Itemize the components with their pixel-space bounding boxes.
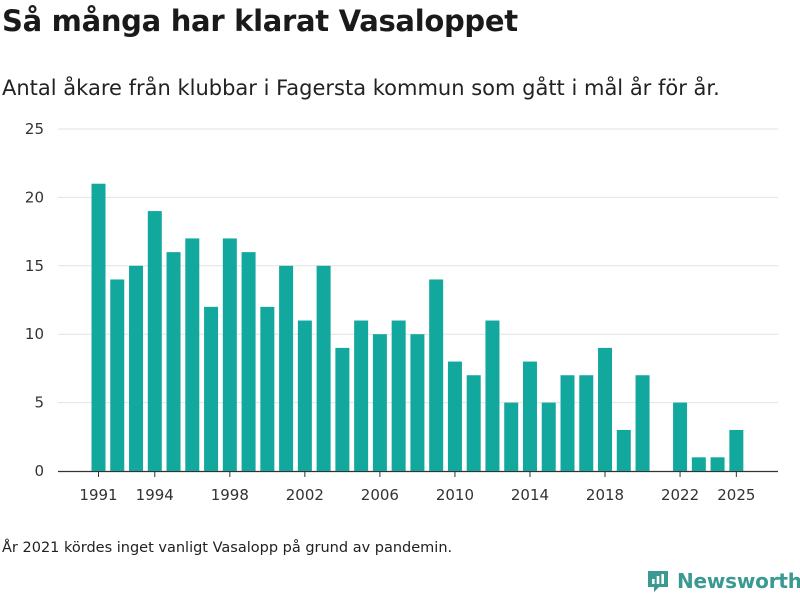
bar-2022 (673, 402, 688, 471)
bar-1993 (129, 265, 144, 471)
footnote: År 2021 kördes inget vanligt Vasalopp på… (2, 540, 453, 556)
bar-2012 (485, 320, 500, 471)
bar-2007 (391, 320, 406, 471)
y-tick-label: 20 (25, 188, 44, 206)
bar-2013 (504, 402, 519, 471)
x-axis-ticks: 1991 1994 1998 2002 2006 2010 2014 2018 2022 2025 (79, 471, 755, 504)
x-tick-label: 2022 (661, 486, 699, 504)
y-tick-label: 0 (34, 462, 44, 480)
y-axis-ticks: 0 5 10 15 20 25 (25, 120, 44, 480)
bar-1998 (222, 238, 237, 471)
bar-2004 (335, 347, 350, 471)
bar-1991 (91, 183, 106, 471)
bar-1996 (185, 238, 200, 471)
brand-logo: Newsworthy (645, 568, 800, 594)
x-tick-label: 2006 (361, 486, 399, 504)
bar-2005 (354, 320, 369, 471)
bar-2018 (598, 347, 613, 471)
bar-2000 (260, 306, 275, 471)
bar-2015 (541, 402, 556, 471)
bar-2008 (410, 334, 425, 471)
x-tick-label: 2018 (586, 486, 624, 504)
bar-2017 (579, 375, 594, 471)
bar-2001 (279, 265, 294, 471)
bar-2020 (635, 375, 650, 471)
y-tick-label: 10 (25, 325, 44, 343)
bar-2025 (729, 429, 744, 471)
x-tick-label: 2025 (717, 486, 755, 504)
bar-2019 (616, 429, 631, 471)
bar-1999 (241, 252, 256, 471)
bar-1995 (166, 252, 181, 471)
x-tick-label: 2002 (286, 486, 324, 504)
bar-2024 (710, 457, 725, 471)
y-tick-label: 5 (34, 394, 44, 412)
y-tick-label: 25 (25, 120, 44, 138)
bar-2006 (372, 334, 387, 471)
bar-2003 (316, 265, 331, 471)
bar-2010 (447, 361, 462, 471)
bar-2014 (522, 361, 537, 471)
x-tick-label: 1991 (79, 486, 117, 504)
bar-2009 (429, 279, 444, 471)
x-tick-label: 2014 (511, 486, 549, 504)
x-tick-label: 1994 (136, 486, 174, 504)
bar-2023 (691, 457, 706, 471)
brand-name: Newsworthy (677, 569, 800, 593)
bar-1994 (147, 211, 162, 471)
x-tick-label: 1998 (211, 486, 249, 504)
bar-1997 (204, 306, 219, 471)
chart-title: Så många har klarat Vasaloppet (2, 4, 518, 38)
chart-subtitle: Antal åkare från klubbar i Fagersta komm… (2, 76, 720, 100)
newsworthy-logo-icon (648, 571, 668, 592)
bar-2016 (560, 375, 575, 471)
x-tick-label: 2010 (436, 486, 474, 504)
y-tick-label: 15 (25, 257, 44, 275)
bars (91, 183, 744, 471)
bar-2011 (466, 375, 481, 471)
bar-2002 (297, 320, 312, 471)
bar-1992 (110, 279, 125, 471)
